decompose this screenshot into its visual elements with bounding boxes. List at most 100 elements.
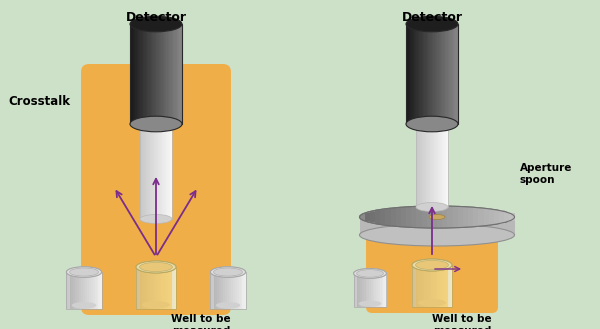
Bar <box>162 267 163 309</box>
Bar <box>149 124 150 219</box>
Bar <box>220 272 221 309</box>
Bar <box>419 124 420 207</box>
Ellipse shape <box>216 302 240 309</box>
Bar <box>151 24 152 124</box>
Bar <box>421 265 422 307</box>
Bar <box>416 124 417 207</box>
Bar <box>73 272 76 309</box>
Text: Aperture
spoon: Aperture spoon <box>520 163 572 185</box>
Text: Well to be
measured: Well to be measured <box>432 314 492 329</box>
Bar <box>140 267 142 309</box>
Bar <box>156 267 157 309</box>
Bar <box>172 267 173 309</box>
Bar <box>458 206 463 228</box>
Bar <box>143 24 145 124</box>
Bar <box>137 24 138 124</box>
Bar <box>443 265 444 307</box>
Bar <box>215 272 217 309</box>
Bar <box>148 267 151 309</box>
Bar <box>229 272 230 309</box>
Bar <box>75 272 76 309</box>
Bar <box>146 24 147 124</box>
Bar <box>130 24 131 124</box>
Bar <box>424 265 427 307</box>
Bar <box>169 24 170 124</box>
Bar <box>365 273 366 307</box>
Ellipse shape <box>353 268 386 278</box>
Ellipse shape <box>412 259 452 271</box>
Bar <box>156 24 157 124</box>
Bar <box>449 265 450 307</box>
Bar <box>420 265 421 307</box>
Bar <box>422 24 423 124</box>
Bar <box>137 267 138 309</box>
Bar <box>441 265 442 307</box>
Bar <box>211 272 212 309</box>
Bar <box>412 265 452 307</box>
Bar <box>428 124 429 207</box>
Bar <box>143 267 144 309</box>
Bar <box>437 124 438 207</box>
Bar <box>223 272 224 309</box>
Bar <box>146 267 148 309</box>
Bar <box>95 272 97 309</box>
Ellipse shape <box>429 215 445 219</box>
Bar <box>176 24 177 124</box>
Bar <box>371 273 373 307</box>
Bar <box>166 124 167 219</box>
Bar <box>440 24 442 124</box>
Ellipse shape <box>67 267 101 277</box>
Bar <box>150 267 151 309</box>
Bar <box>416 206 422 228</box>
Bar <box>87 272 89 309</box>
Bar <box>160 24 161 124</box>
Bar <box>143 124 144 219</box>
Bar <box>428 24 430 124</box>
Bar <box>101 272 102 309</box>
Ellipse shape <box>67 267 101 277</box>
Bar <box>362 273 363 307</box>
Ellipse shape <box>418 299 446 307</box>
Bar <box>142 24 143 124</box>
Bar <box>234 272 235 309</box>
Bar <box>225 272 227 309</box>
Bar <box>140 267 141 309</box>
Bar <box>169 124 170 219</box>
Bar <box>452 24 453 124</box>
Bar <box>427 265 428 307</box>
Bar <box>70 272 71 309</box>
Bar <box>97 272 98 309</box>
Bar <box>369 273 370 307</box>
Bar <box>360 273 361 307</box>
Bar <box>444 265 446 307</box>
Bar <box>213 272 214 309</box>
Bar <box>233 272 235 309</box>
Bar <box>437 206 443 228</box>
Bar <box>433 265 435 307</box>
Bar <box>446 265 447 307</box>
Bar <box>409 24 410 124</box>
Bar <box>431 124 432 207</box>
Bar <box>365 213 370 221</box>
Bar <box>161 124 163 219</box>
Bar <box>430 124 431 207</box>
Bar <box>423 265 424 307</box>
Bar <box>451 265 452 307</box>
Ellipse shape <box>406 16 458 32</box>
Bar <box>98 272 99 309</box>
Bar <box>239 272 241 309</box>
Bar <box>81 272 83 309</box>
Bar <box>494 210 500 224</box>
Bar <box>429 265 430 307</box>
Bar <box>433 124 434 207</box>
Bar <box>163 24 164 124</box>
Ellipse shape <box>70 268 98 276</box>
Bar <box>382 273 383 307</box>
Bar <box>169 267 170 309</box>
Bar <box>427 265 429 307</box>
Bar <box>147 267 148 309</box>
Bar <box>156 124 157 219</box>
Bar <box>413 24 414 124</box>
Bar <box>380 273 382 307</box>
Bar <box>142 267 144 309</box>
